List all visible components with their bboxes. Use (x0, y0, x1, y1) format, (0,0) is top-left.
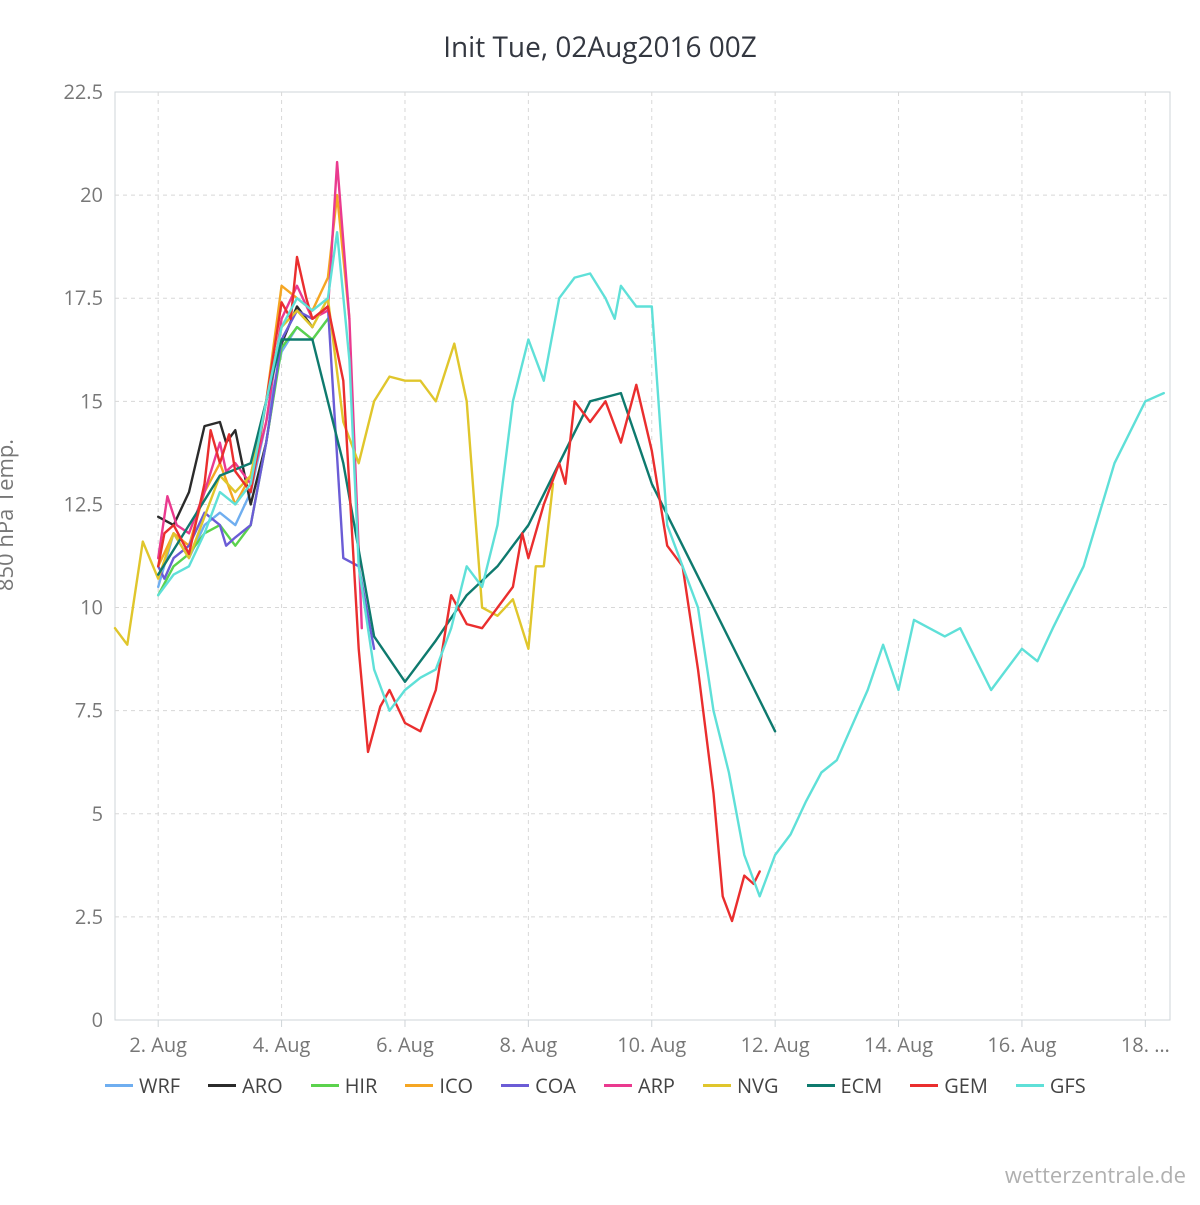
legend-item-aro[interactable]: ARO (208, 1072, 283, 1099)
chart-container: 0 2.5 5 7.5 10 12.5 15 17.5 20 22.5 2. Aug 4. Aug 6.… (0, 0, 1200, 1200)
legend-swatch (405, 1084, 433, 1087)
svg-text:14. Aug: 14. Aug (864, 1031, 933, 1058)
svg-text:5: 5 (92, 800, 103, 827)
legend-item-ecm[interactable]: ECM (807, 1072, 883, 1099)
svg-text:12.5: 12.5 (63, 490, 103, 517)
svg-text:8. Aug: 8. Aug (500, 1031, 558, 1058)
legend-item-nvg[interactable]: NVG (703, 1072, 779, 1099)
legend-label: ARP (638, 1072, 675, 1099)
legend-item-gfs[interactable]: GFS (1016, 1072, 1086, 1099)
legend-label: GFS (1050, 1072, 1086, 1099)
svg-text:17.5: 17.5 (63, 284, 103, 311)
legend-swatch (208, 1084, 236, 1087)
legend-item-wrf[interactable]: WRF (105, 1072, 180, 1099)
svg-text:22.5: 22.5 (63, 78, 103, 105)
legend-swatch (807, 1084, 835, 1087)
legend-label: ARO (242, 1072, 283, 1099)
svg-text:7.5: 7.5 (75, 697, 103, 724)
legend-swatch (1016, 1084, 1044, 1087)
legend-swatch (501, 1084, 529, 1087)
svg-text:2. Aug: 2. Aug (129, 1031, 187, 1058)
legend-swatch (105, 1084, 133, 1087)
legend-item-hir[interactable]: HIR (311, 1072, 378, 1099)
legend-label: HIR (345, 1072, 378, 1099)
legend-item-coa[interactable]: COA (501, 1072, 576, 1099)
svg-text:4. Aug: 4. Aug (253, 1031, 311, 1058)
svg-text:6. Aug: 6. Aug (376, 1031, 434, 1058)
legend-label: ECM (841, 1072, 883, 1099)
svg-text:10: 10 (80, 594, 103, 621)
legend-swatch (910, 1084, 938, 1087)
legend-swatch (604, 1084, 632, 1087)
legend: WRF ARO HIR ICO COA ARP NVG ECM GEM GFS (105, 1072, 1165, 1099)
svg-text:16. Aug: 16. Aug (987, 1031, 1056, 1058)
svg-text:12. Aug: 12. Aug (741, 1031, 810, 1058)
legend-swatch (703, 1084, 731, 1087)
legend-label: COA (535, 1072, 576, 1099)
legend-label: GEM (944, 1072, 988, 1099)
svg-text:10. Aug: 10. Aug (617, 1031, 686, 1058)
legend-swatch (311, 1084, 339, 1087)
svg-text:2.5: 2.5 (75, 903, 103, 930)
legend-item-gem[interactable]: GEM (910, 1072, 988, 1099)
svg-text:15: 15 (80, 387, 103, 414)
chart-svg: 0 2.5 5 7.5 10 12.5 15 17.5 20 22.5 2. Aug 4. Aug 6.… (0, 0, 1200, 1200)
svg-text:0: 0 (92, 1006, 103, 1033)
svg-text:18. …: 18. … (1121, 1031, 1170, 1058)
legend-label: NVG (737, 1072, 779, 1099)
legend-item-ico[interactable]: ICO (405, 1072, 473, 1099)
legend-item-arp[interactable]: ARP (604, 1072, 675, 1099)
svg-text:20: 20 (80, 181, 103, 208)
legend-label: WRF (139, 1072, 180, 1099)
legend-label: ICO (439, 1072, 473, 1099)
